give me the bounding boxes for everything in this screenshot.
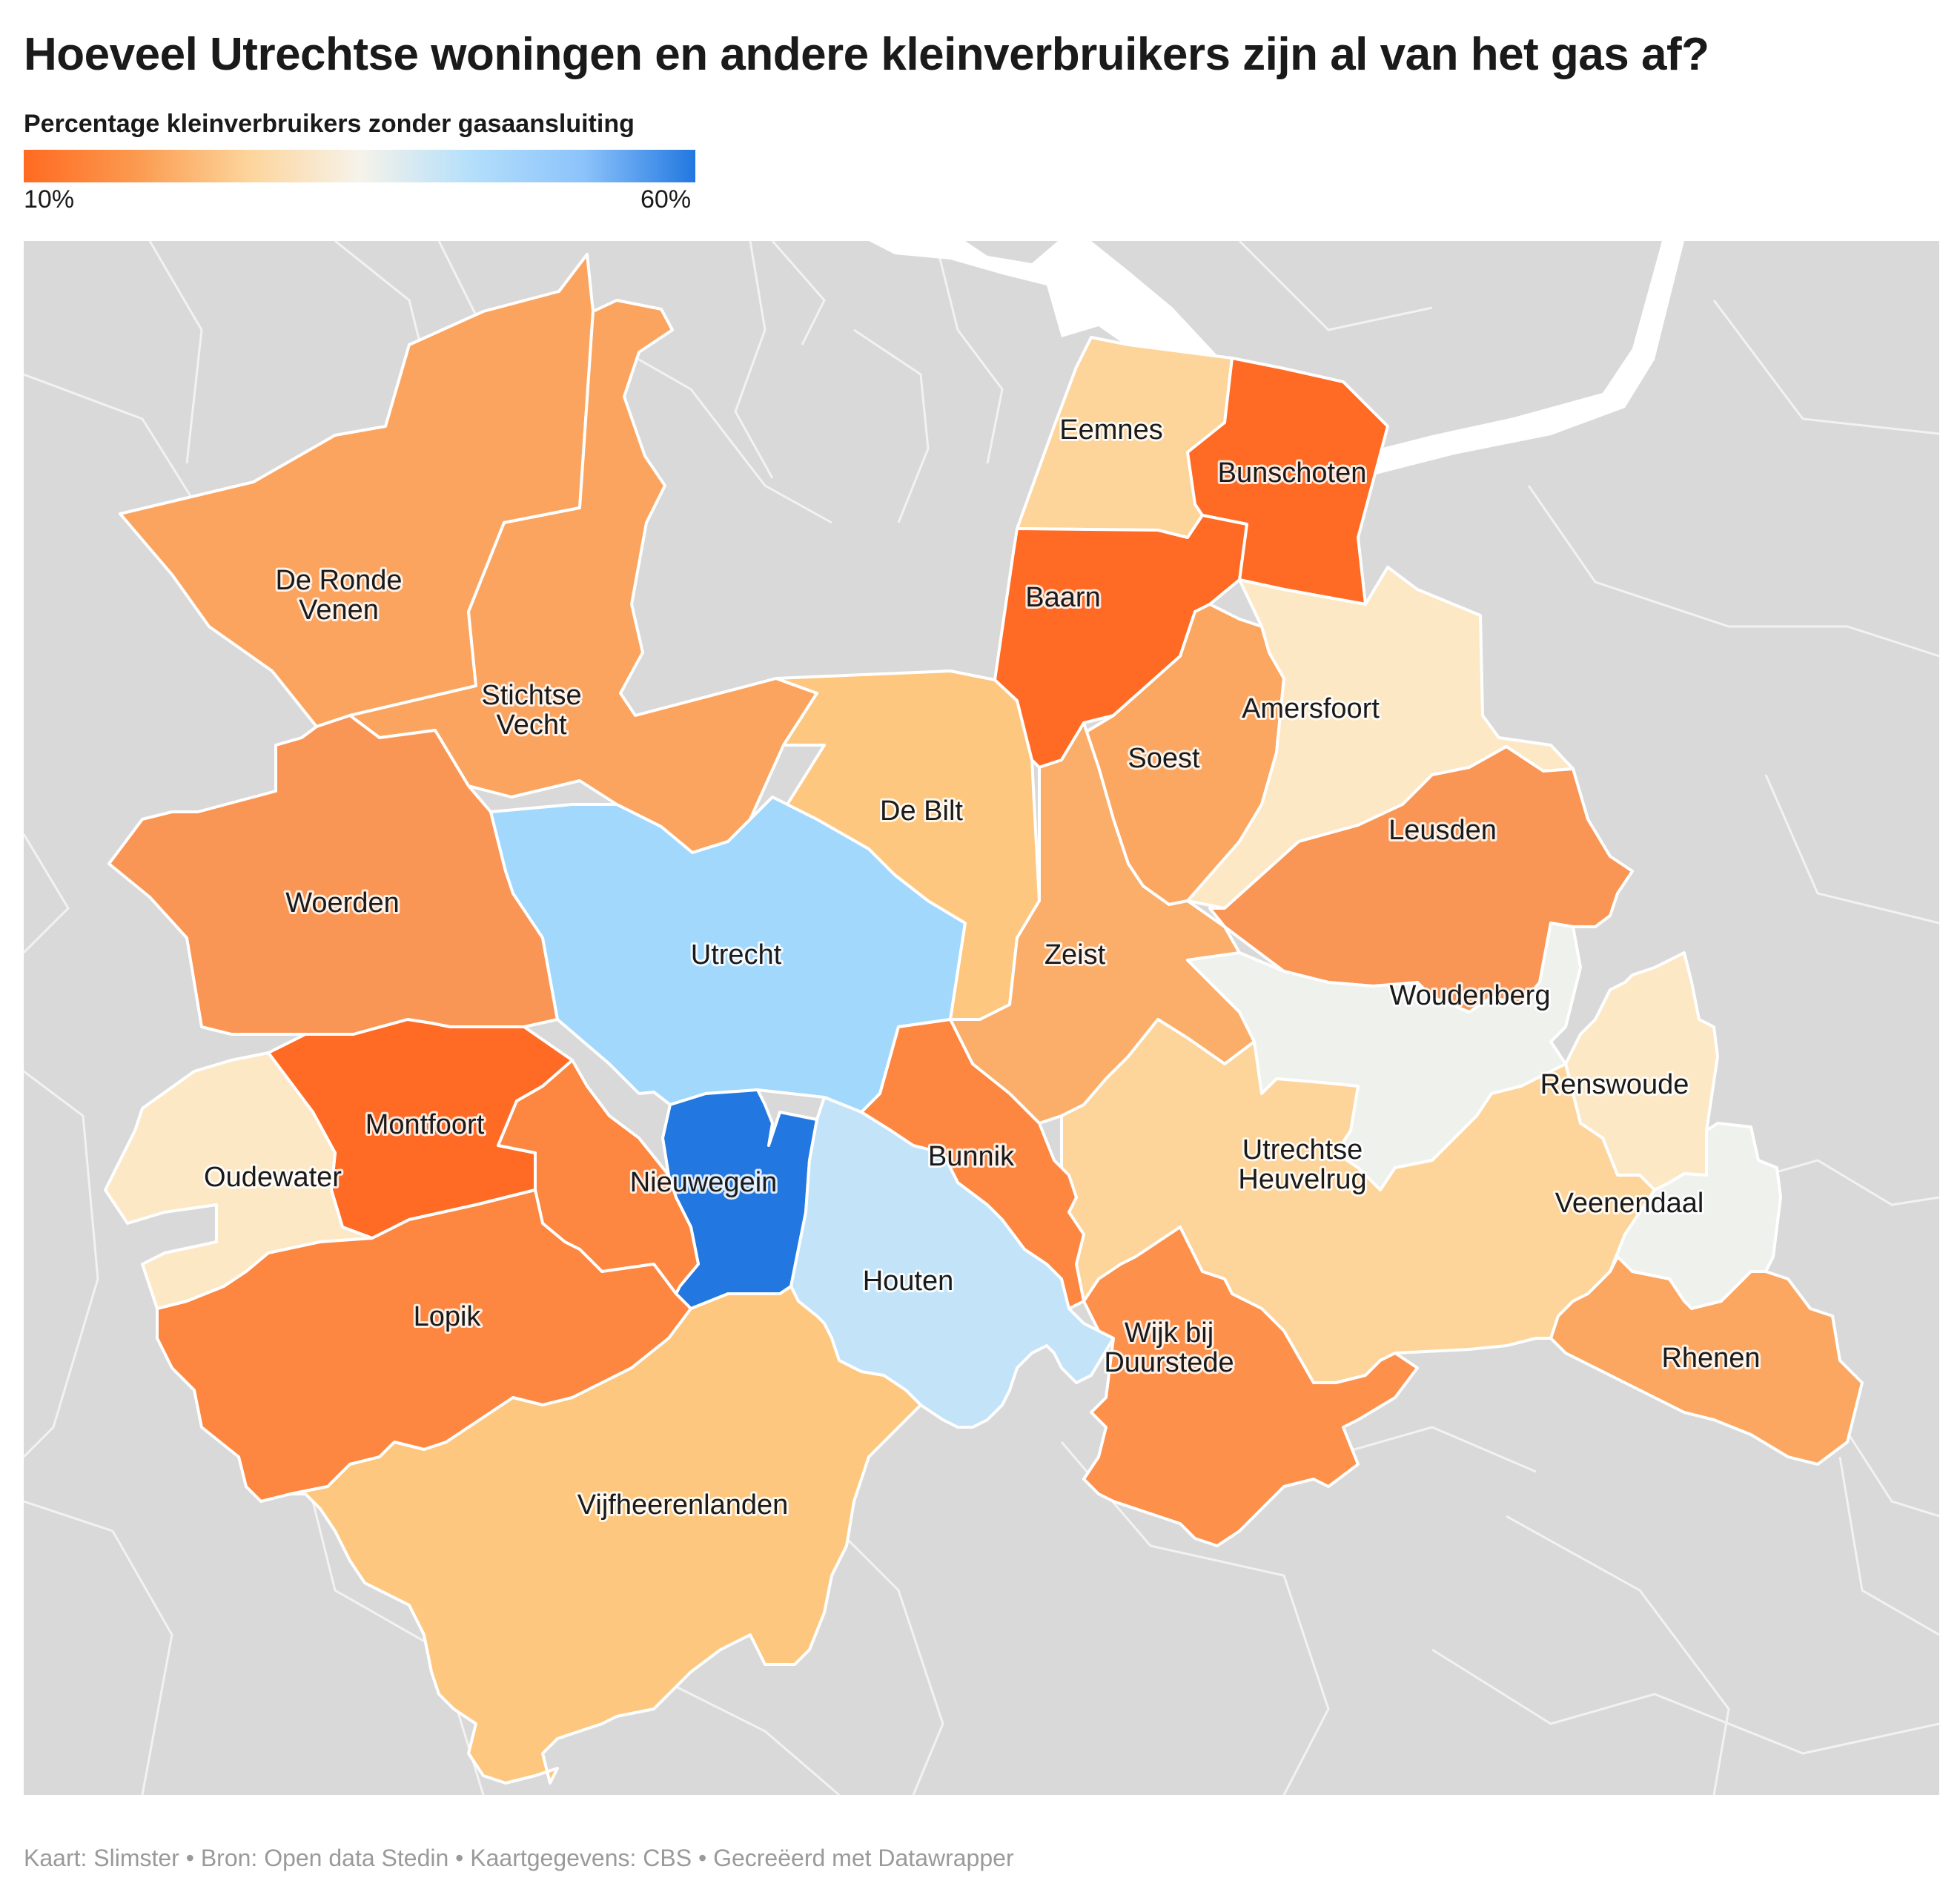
- label-line: Soest: [1128, 743, 1200, 774]
- label-line: Venen: [299, 595, 379, 626]
- river-eem: [869, 241, 1684, 480]
- label-line: Woudenberg: [1390, 980, 1551, 1011]
- label-line: Wijk bij: [1125, 1317, 1214, 1349]
- label-oudewater: Oudewater: [204, 1162, 342, 1193]
- label-line: Vecht: [496, 710, 567, 741]
- region-wijk-bij-duurstede[interactable]: [1082, 1226, 1419, 1547]
- label-line: Bunnik: [928, 1141, 1015, 1172]
- label-line: Rhenen: [1661, 1343, 1760, 1374]
- label-line: Eemnes: [1059, 414, 1162, 446]
- label-line: Woerden: [285, 887, 400, 919]
- label-zeist: Zeist: [1044, 939, 1106, 971]
- label-lopik: Lopik: [414, 1301, 482, 1332]
- legend-max-label: 60%: [640, 185, 692, 214]
- label-line: Nieuwegein: [630, 1167, 778, 1198]
- label-nieuwegein: Nieuwegein: [630, 1167, 778, 1198]
- label-line: Leusden: [1388, 815, 1497, 846]
- label-amersfoort: Amersfoort: [1242, 693, 1380, 724]
- label-vijfheerenlanden: Vijfheerenlanden: [577, 1489, 789, 1521]
- label-de-ronde-venen: De Ronde Venen: [275, 565, 402, 626]
- label-montfoort: Montfoort: [365, 1109, 485, 1140]
- label-houten: Houten: [863, 1266, 954, 1297]
- color-legend-bar: [24, 150, 695, 182]
- label-line: Baarn: [1025, 582, 1100, 613]
- label-utrechtse-heuvelrug: Utrechtse Heuvelrug: [1238, 1134, 1366, 1195]
- label-line: Amersfoort: [1242, 693, 1380, 724]
- label-bunnik: Bunnik: [928, 1141, 1015, 1172]
- label-woudenberg: Woudenberg: [1390, 980, 1551, 1011]
- label-line: Duurstede: [1104, 1347, 1234, 1378]
- label-renswoude: Renswoude: [1540, 1069, 1689, 1100]
- legend-min-label: 10%: [24, 185, 75, 214]
- label-line: Lopik: [414, 1301, 482, 1332]
- region-bunnik[interactable]: [860, 1018, 1085, 1310]
- label-soest: Soest: [1128, 743, 1200, 774]
- region-vijfheerenlanden[interactable]: [289, 1285, 922, 1785]
- region-rhenen[interactable]: [1549, 1255, 1864, 1466]
- label-line: Houten: [863, 1266, 954, 1297]
- label-line: Montfoort: [365, 1109, 485, 1140]
- label-line: Vijfheerenlanden: [577, 1489, 789, 1521]
- label-veenendaal: Veenendaal: [1555, 1188, 1704, 1219]
- label-line: Heuvelrug: [1238, 1164, 1366, 1195]
- legend-title: Percentage kleinverbruikers zonder gasaa…: [24, 110, 635, 138]
- label-eemnes: Eemnes: [1059, 414, 1162, 446]
- label-utrecht: Utrecht: [691, 939, 782, 971]
- choropleth-map: De Ronde Venen Stichtse Vecht Woerden Utrecht…: [24, 241, 1939, 1795]
- source-footer: Kaart: Slimster • Bron: Open data Stedin…: [24, 1845, 1014, 1871]
- label-wijk-bij-duurstede: Wijk bij Duurstede: [1104, 1317, 1234, 1378]
- label-line: Stichtse: [481, 680, 581, 711]
- label-line: Zeist: [1044, 939, 1106, 971]
- label-leusden: Leusden: [1388, 815, 1497, 846]
- label-baarn: Baarn: [1025, 582, 1100, 613]
- label-line: Renswoude: [1540, 1069, 1689, 1100]
- label-line: Utrechtse: [1242, 1134, 1363, 1165]
- label-line: De Bilt: [880, 796, 963, 827]
- label-woerden: Woerden: [285, 887, 400, 919]
- label-line: Veenendaal: [1555, 1188, 1704, 1219]
- label-stichtse-vecht: Stichtse Vecht: [481, 680, 581, 741]
- label-line: Oudewater: [204, 1162, 342, 1193]
- label-bunschoten: Bunschoten: [1218, 457, 1367, 489]
- chart-title: Hoeveel Utrechtse woningen en andere kle…: [24, 29, 1709, 80]
- label-line: Bunschoten: [1218, 457, 1367, 489]
- label-de-bilt: De Bilt: [880, 796, 963, 827]
- label-rhenen: Rhenen: [1661, 1343, 1760, 1374]
- neighbouring-borders: [24, 241, 1939, 1795]
- label-line: De Ronde: [275, 565, 402, 596]
- label-line: Utrecht: [691, 939, 782, 971]
